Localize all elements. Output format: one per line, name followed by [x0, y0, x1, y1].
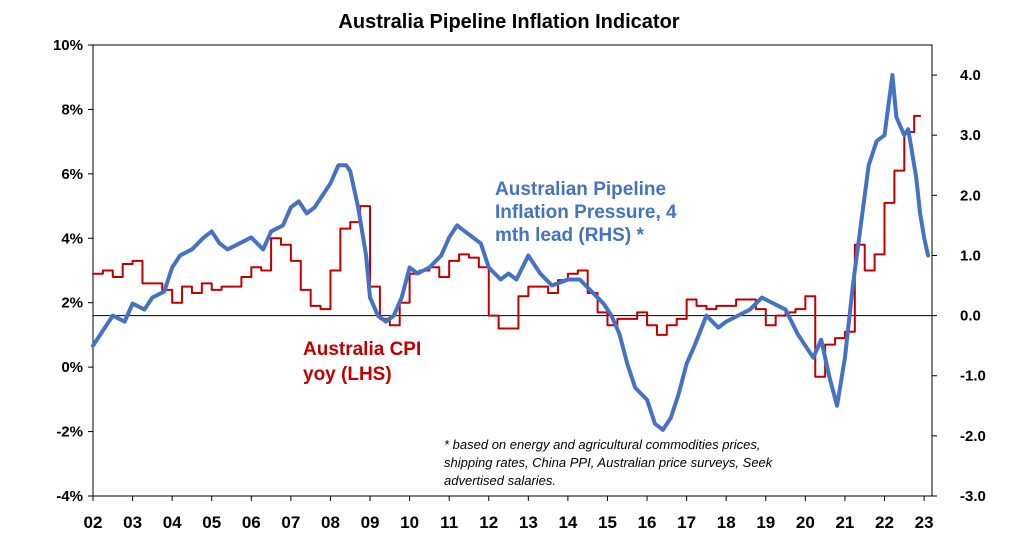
- left-tick-label: 10%: [53, 37, 83, 54]
- left-tick-label: 0%: [61, 359, 83, 376]
- x-tick-label: 14: [558, 513, 577, 532]
- chart-title: Australia Pipeline Inflation Indicator: [338, 11, 679, 33]
- x-tick-label: 09: [361, 513, 380, 532]
- x-axis: 02 03 04 05 06 07 08 09 10 11 12 13 14 15 16 17 18 19 20 21…: [84, 496, 934, 532]
- series-layer: [91, 73, 931, 432]
- left-axis: 10% 8% 6% 4% 2% 0% -2% -4%: [53, 37, 93, 505]
- pipeline-label-line: Inflation Pressure, 4: [495, 202, 677, 223]
- right-tick-label: 4.0: [960, 67, 981, 84]
- x-tick-label: 02: [84, 513, 103, 532]
- x-tick-label: 15: [598, 513, 617, 532]
- x-tick-label: 06: [242, 513, 261, 532]
- x-tick-label: 16: [638, 513, 657, 532]
- cpi-label-line: Australia CPI: [303, 339, 421, 360]
- left-tick-label: 4%: [61, 230, 83, 247]
- right-tick-label: 2.0: [960, 187, 981, 204]
- right-tick-label: 0.0: [960, 308, 981, 325]
- x-tick-label: 08: [321, 513, 340, 532]
- plot-area: [92, 44, 933, 497]
- x-tick-label: 05: [202, 513, 221, 532]
- x-tick-label: 10: [400, 513, 419, 532]
- left-tick-label: -4%: [56, 488, 83, 505]
- x-tick-label: 13: [519, 513, 538, 532]
- pipeline-label-line: mth lead (RHS) *: [495, 225, 644, 246]
- footnote-line: shipping rates, China PPI, Australian pr…: [444, 455, 774, 470]
- x-tick-label: 04: [163, 513, 182, 532]
- right-tick-label: -2.0: [960, 428, 986, 445]
- right-tick-label: 3.0: [960, 127, 981, 144]
- right-tick-label: -3.0: [960, 488, 986, 505]
- footnote: * based on energy and agricultural commo…: [444, 437, 774, 488]
- x-tick-label: 07: [281, 513, 300, 532]
- right-tick-label: -1.0: [960, 368, 986, 385]
- x-tick-label: 22: [875, 513, 894, 532]
- pipeline-series-line: [91, 73, 931, 432]
- x-tick-label: 11: [440, 513, 458, 532]
- pipeline-label-line: Australian Pipeline: [495, 179, 666, 200]
- x-tick-label: 20: [796, 513, 815, 532]
- right-axis: 4.0 3.0 2.0 1.0 0.0 -1.0 -2.0 -3.0: [932, 67, 986, 505]
- right-tick-label: 1.0: [960, 247, 981, 264]
- cpi-series-label: Australia CPI yoy (LHS): [303, 339, 421, 385]
- cpi-series-line: [92, 114, 922, 378]
- x-tick-label: 23: [915, 513, 934, 532]
- left-tick-label: -2%: [56, 424, 83, 441]
- footnote-line: * based on energy and agricultural commo…: [444, 437, 761, 452]
- x-tick-label: 12: [479, 513, 498, 532]
- cpi-label-line: yoy (LHS): [303, 364, 392, 385]
- x-tick-label: 19: [756, 513, 775, 532]
- x-tick-label: 17: [677, 513, 696, 532]
- left-tick-label: 2%: [61, 295, 83, 312]
- x-tick-label: 21: [835, 513, 854, 532]
- footnote-line: advertised salaries.: [444, 473, 556, 488]
- x-tick-label: 18: [717, 513, 736, 532]
- x-tick-label: 03: [123, 513, 142, 532]
- left-tick-label: 6%: [61, 166, 83, 183]
- left-tick-label: 8%: [61, 101, 83, 118]
